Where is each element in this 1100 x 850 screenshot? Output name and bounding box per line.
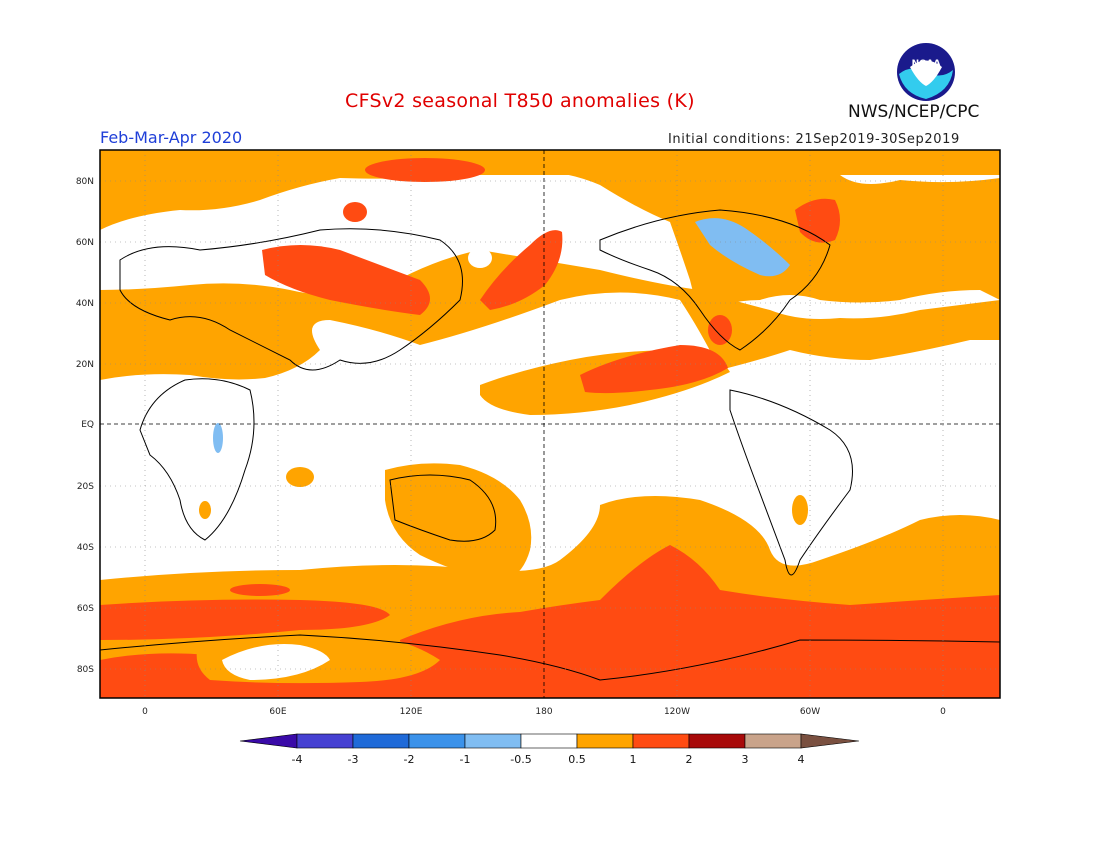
africa-cool-patch xyxy=(213,423,223,453)
map-title: CFSv2 seasonal T850 anomalies (K) xyxy=(345,90,695,112)
latitude-tick-label: 20N xyxy=(76,360,94,370)
australia-patch xyxy=(385,463,532,581)
colorbar-label: -3 xyxy=(348,753,359,766)
colorbar-left-arrow xyxy=(239,733,298,749)
colorbar-segment xyxy=(464,733,522,749)
colorbar-label: 4 xyxy=(798,753,805,766)
logo-text: NOAA xyxy=(912,59,941,69)
latitude-tick-label: 80N xyxy=(76,177,94,187)
latitude-tick-label: EQ xyxy=(81,420,94,430)
eurasia-outline xyxy=(119,228,463,371)
colorbar-segment xyxy=(688,733,746,749)
colorbar-right-arrow xyxy=(800,733,860,749)
kamchatka-neutral-patch xyxy=(468,248,492,268)
north-america-outline xyxy=(599,209,831,351)
longitude-tick-label: 0 xyxy=(142,707,148,717)
greenland-patch xyxy=(795,198,840,243)
southern-ocean-west-patch xyxy=(100,599,390,640)
latitude-tick-label: 60N xyxy=(76,238,94,248)
longitude-tick-label: 180 xyxy=(535,707,552,717)
southern-ocean-small-patch xyxy=(230,584,290,596)
colorbar-segment xyxy=(632,733,690,749)
colorbar-label: 1 xyxy=(630,753,637,766)
latitude-tick-label: 60S xyxy=(77,604,94,614)
initial-conditions-label: Initial conditions: 21Sep2019-30Sep2019 xyxy=(668,132,960,147)
latitude-tick-label: 40N xyxy=(76,299,94,309)
coastlines xyxy=(100,209,1000,681)
indian-ocean-patch xyxy=(286,467,314,487)
colorbar-label: 0.5 xyxy=(568,753,586,766)
arctic-patch xyxy=(365,158,485,182)
barents-patch xyxy=(343,202,367,222)
colorbar-label: -4 xyxy=(292,753,303,766)
northern-band xyxy=(100,171,1000,320)
eastern-pacific-patch xyxy=(580,345,728,394)
colorbar-segment xyxy=(576,733,634,749)
colorbar: -4 -3 -2 -1 -0.5 0.5 1 2 3 4 xyxy=(239,733,860,766)
latitude-tick-label: 40S xyxy=(77,543,94,553)
map-frame xyxy=(99,149,1001,699)
longitude-tick-label: 120W xyxy=(664,707,690,717)
madagascar-patch xyxy=(199,501,211,519)
colorbar-segment xyxy=(352,733,410,749)
colorbar-label: 3 xyxy=(742,753,749,766)
north-pacific-patch xyxy=(480,230,563,310)
arctic-band xyxy=(100,150,1000,175)
antarctic-neutral-patch xyxy=(222,644,330,680)
colorbar-label: -0.5 xyxy=(510,753,531,766)
south-atlantic-patch xyxy=(792,495,808,525)
south-america-outline xyxy=(729,389,853,576)
agency-label: NWS/NCEP/CPC xyxy=(848,102,980,122)
longitude-tick-label: 0 xyxy=(940,707,946,717)
colorbar-label: 2 xyxy=(686,753,693,766)
longitude-tick-label: 60E xyxy=(269,707,286,717)
tick-labels: 80N 60N 40N 20N EQ 20S 40S 60S 80S 0 60E 120E 180 120… xyxy=(76,177,946,717)
colorbar-label: -2 xyxy=(404,753,415,766)
latitude-tick-label: 80S xyxy=(77,665,94,675)
latitude-tick-label: 20S xyxy=(77,482,94,492)
anomaly-negative-regions xyxy=(213,218,790,453)
longitude-tick-label: 60W xyxy=(800,707,820,717)
longitude-tick-label: 120E xyxy=(400,707,423,717)
mexico-patch xyxy=(708,315,732,345)
canada-cool-patch xyxy=(695,218,790,277)
colorbar-segment xyxy=(296,733,354,749)
colorbar-segment xyxy=(408,733,466,749)
colorbar-segment xyxy=(520,733,578,749)
siberia-patch xyxy=(262,245,430,315)
season-label: Feb-Mar-Apr 2020 xyxy=(100,128,243,147)
neutral-regions xyxy=(222,248,492,680)
colorbar-segment xyxy=(744,733,802,749)
antarctica-outline xyxy=(100,634,1000,681)
mid-north-band xyxy=(100,230,1000,380)
grid-layer xyxy=(100,150,1000,698)
africa-outline xyxy=(139,378,255,541)
colorbar-label: -1 xyxy=(460,753,471,766)
noaa-logo: NOAA xyxy=(897,43,955,101)
australia-outline xyxy=(389,474,497,542)
